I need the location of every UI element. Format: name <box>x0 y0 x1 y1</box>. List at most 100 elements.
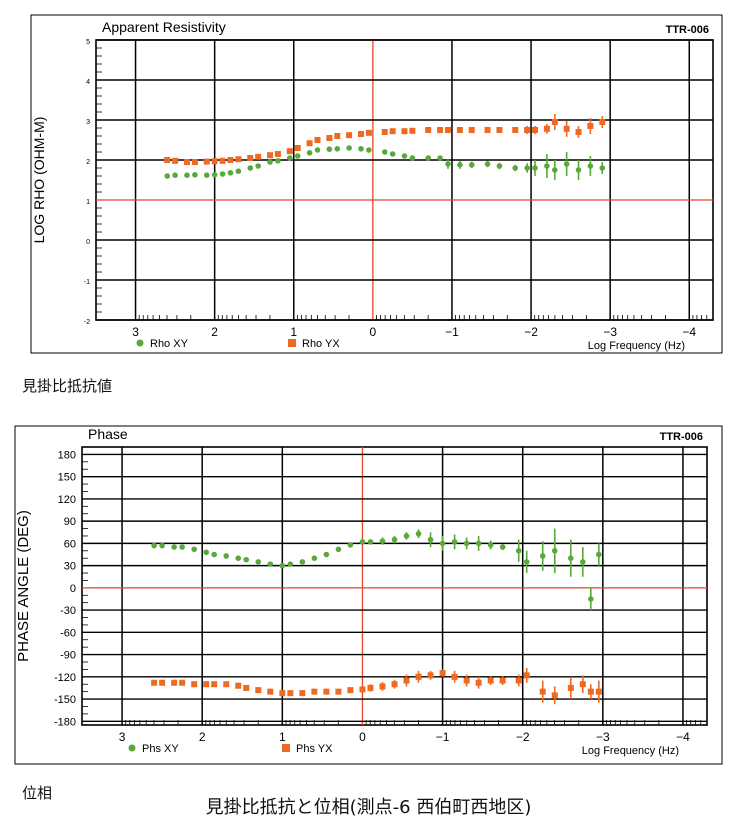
phs-yx-point <box>451 673 458 680</box>
rho-yx-point <box>543 125 550 132</box>
phs-xy-point <box>499 544 506 550</box>
rho-xy-point <box>512 165 519 171</box>
rho-xy-point <box>544 163 550 169</box>
rho-xy-point <box>211 172 218 178</box>
phs-xy-point <box>323 551 330 558</box>
phs-yx-point <box>551 692 558 699</box>
rho-xy-point <box>457 162 463 168</box>
phs-yx-point <box>267 688 274 695</box>
rho-xy-point <box>275 158 281 164</box>
phs-y-axis-label: PHASE ANGLE (DEG) <box>15 510 32 662</box>
rho-xy-point <box>401 153 408 159</box>
rho-y-tick-label: 4 <box>86 79 90 86</box>
phs-chart-title: Phase <box>88 426 128 442</box>
phs-x-tick-label: 1 <box>279 730 286 744</box>
phs-xy-point <box>539 553 546 559</box>
phs-y-tick-label: -120 <box>54 672 76 684</box>
phs-yx-point <box>587 688 594 695</box>
rho-xy-point <box>314 147 321 153</box>
phs-x-tick-label: 2 <box>199 730 206 744</box>
phs-xy-point <box>391 536 398 543</box>
rho-yx-legend-marker <box>288 339 296 347</box>
rho-yx-point <box>247 155 254 161</box>
phs-y-tick-label: -90 <box>60 650 76 662</box>
rho-yx-point <box>191 159 198 165</box>
phs-xy-point <box>171 544 177 550</box>
rho-xy-point <box>267 159 273 165</box>
phs-xy-point <box>243 556 250 563</box>
rho-xy-point <box>227 170 234 176</box>
phs-yx-point <box>367 684 374 691</box>
phs-xy-point <box>179 544 185 550</box>
phs-yx-point <box>523 672 530 679</box>
phs-yx-point <box>579 681 586 688</box>
rho-xy-point <box>184 172 190 178</box>
rho-xy-point <box>551 167 558 173</box>
rho-yx-point <box>425 127 432 133</box>
phs-y-tick-label: -60 <box>60 627 76 639</box>
rho-x-tick-label: −3 <box>603 325 617 339</box>
rho-x-tick-label: 2 <box>211 325 218 339</box>
phs-xy-point <box>203 549 209 556</box>
phs-yx-point <box>151 679 158 686</box>
phs-xy-point <box>279 562 286 569</box>
rho-x-tick-label: −1 <box>445 325 459 339</box>
rho-chart: Apparent Resistivity TTR-006 3 2 1 0 −1 −2 −3 −4 5… <box>30 14 723 354</box>
phs-yx-point <box>211 681 218 688</box>
rho-xy-point <box>524 165 530 171</box>
rho-yx-point <box>437 127 444 133</box>
rho-yx-point <box>532 127 539 133</box>
phs-yx-point <box>415 673 422 680</box>
rho-yx-point <box>409 127 416 134</box>
rho-yx-point <box>468 127 475 133</box>
rho-x-tick-label: 3 <box>132 325 139 339</box>
rho-yx-point <box>203 158 210 165</box>
phase-chart-panel: Phase TTR-006 3 2 1 0 −1 −2 −3 −4 180 150 120 90 60 30 0… <box>14 425 724 767</box>
rho-xy-point <box>247 165 254 171</box>
phs-xy-point <box>335 546 342 553</box>
page-title: 見掛比抵抗と位相(測点-6 西伯町西地区) <box>205 797 532 818</box>
rho-xy-point <box>366 147 372 153</box>
phs-x-tick-label: −3 <box>596 730 610 744</box>
phs-y-tick-label: 120 <box>58 494 76 506</box>
phs-chart-tag: TTR-006 <box>660 431 703 443</box>
phs-xy-legend-marker <box>128 744 136 752</box>
phs-xy-point <box>359 539 366 545</box>
phs-yx-point <box>299 690 306 697</box>
phs-yx-point <box>515 677 522 684</box>
rho-yx-point <box>183 159 190 165</box>
phs-yx-point <box>427 672 434 679</box>
phs-yx-legend-label: Phs YX <box>296 743 333 755</box>
rho-chart-title: Apparent Resistivity <box>102 19 226 35</box>
rho-y-tick-label: 1 <box>86 199 90 206</box>
phs-xy-point <box>475 540 482 547</box>
rho-yx-point <box>172 157 179 164</box>
phs-y-tick-label: 90 <box>64 516 76 528</box>
phs-xy-point <box>588 596 594 602</box>
phs-x-tick-label: −2 <box>516 730 530 744</box>
rho-y-tick-label: 3 <box>86 119 90 126</box>
rho-yx-point <box>484 127 491 133</box>
rho-x-tick-label: 1 <box>290 325 297 339</box>
phs-xy-point <box>151 542 157 549</box>
rho-xy-point <box>496 163 503 169</box>
rho-yx-point <box>401 128 408 135</box>
rho-chart-panel: Apparent Resistivity TTR-006 3 2 1 0 −1 −2 −3 −4 5… <box>30 14 725 356</box>
rho-xy-point <box>346 145 352 151</box>
rho-yx-point <box>524 127 531 133</box>
phs-yx-point <box>235 682 242 689</box>
phs-xy-point <box>211 551 218 558</box>
rho-y-tick-label: 0 <box>86 239 90 246</box>
phs-xy-point <box>451 539 458 545</box>
phs-y-tick-label: -150 <box>54 694 76 706</box>
rho-yx-point <box>575 129 582 135</box>
rho-x-tick-label: −2 <box>524 325 538 339</box>
rho-yx-point <box>357 131 364 137</box>
rho-xy-point <box>164 173 170 179</box>
rho-xy-point <box>334 146 341 152</box>
rho-yx-point <box>255 153 262 160</box>
rho-xy-point <box>326 146 333 152</box>
phs-x-tick-label: 0 <box>359 730 366 744</box>
phs-xy-point <box>463 540 470 547</box>
rho-yx-point <box>445 127 452 133</box>
